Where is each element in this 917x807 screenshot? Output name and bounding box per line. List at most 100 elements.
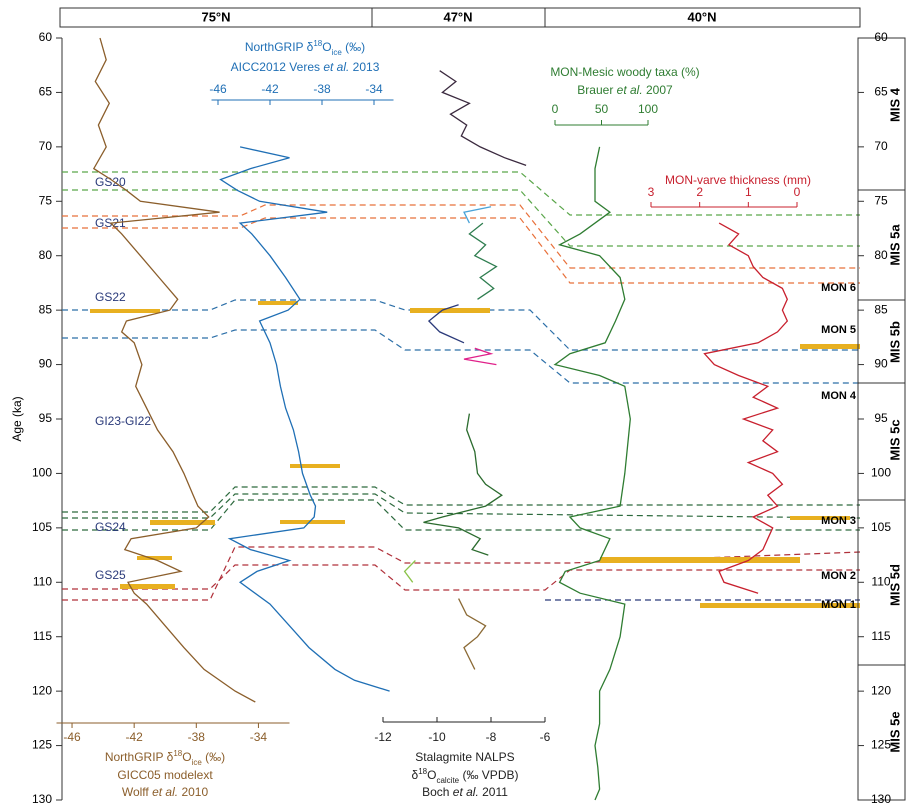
x-tick-label: 130 (871, 792, 891, 806)
header-box (59, 7, 861, 28)
stage-label: MIS 4 (887, 87, 902, 122)
event-label: GS25 (95, 568, 126, 582)
tie-bar (600, 557, 800, 563)
y-tick-label: -38 (188, 730, 206, 744)
y-tick-label: -12 (374, 730, 392, 744)
y-tick-label: -38 (313, 82, 331, 96)
title-part: (‰) (342, 40, 365, 54)
data-line (463, 347, 497, 366)
y-tick-label: 100 (638, 102, 658, 116)
x-tick-label: 130 (32, 792, 52, 806)
event-label: GS20 (95, 175, 126, 189)
data-line (468, 222, 498, 300)
title-part: O (322, 40, 331, 54)
x-tick-label: 110 (871, 574, 890, 588)
data-line (427, 304, 465, 344)
tie-line (62, 486, 860, 513)
y-tick-label: -6 (540, 730, 551, 744)
title-part: calcite (436, 776, 459, 785)
title-part: MON-varve thickness (mm) (665, 173, 811, 187)
tie-lines (62, 171, 861, 601)
tie-bar (90, 309, 160, 313)
y-tick-label: -8 (486, 730, 497, 744)
tie-line (62, 204, 860, 269)
x-tick-label: 100 (871, 466, 891, 480)
tie-line (62, 189, 860, 247)
title-part: Brauer (577, 83, 616, 97)
y-tick-label: -46 (63, 730, 81, 744)
y-tick-label: 0 (794, 185, 801, 199)
stage-label: MIS 5c (887, 419, 902, 460)
x-tick-label: 75 (874, 193, 888, 207)
y-tick-label: -42 (125, 730, 143, 744)
y-tick-label: 3 (648, 185, 655, 199)
x-tick-label: 80 (874, 248, 888, 262)
stage-label: MIS 5b (887, 321, 902, 363)
stage-label: MIS 5a (887, 224, 902, 266)
tie-line (62, 171, 860, 216)
tie-bar (410, 308, 490, 313)
title-part: et al. (453, 785, 479, 799)
axis-title: AICC2012 Veres et al. 2013 (231, 60, 380, 74)
x-tick-label: 90 (874, 357, 888, 371)
mon-label: MON 4 (821, 390, 857, 402)
y-tick-label: 0 (552, 102, 559, 116)
title-part: 18 (173, 749, 182, 758)
tie-line (62, 564, 860, 591)
title-part: Boch (422, 785, 453, 799)
axis-title: δ18Ocalcite (‰ VPDB) (412, 767, 519, 785)
x-tick-label: 115 (871, 629, 890, 643)
data-line (463, 206, 492, 224)
mon-label: MON 5 (821, 324, 856, 336)
data-line (219, 146, 390, 692)
x-tick-label: 70 (39, 139, 53, 153)
x-tick-label: 125 (871, 738, 891, 752)
tie-line (62, 217, 860, 284)
axis-title: NorthGRIP δ18Oice (‰) (105, 749, 225, 767)
x-tick-label: 120 (871, 683, 891, 697)
tephra-bars (90, 301, 860, 608)
x-tick-label: 60 (39, 30, 53, 44)
title-part: AICC2012 Veres (231, 60, 324, 74)
data-line (439, 70, 527, 167)
x-tick-label: 95 (39, 411, 53, 425)
data-line (423, 413, 503, 556)
axis-title: Boch et al. 2011 (422, 785, 508, 799)
x-tick-label: 105 (32, 520, 52, 534)
data-line (458, 598, 487, 670)
x-tick-label: 105 (871, 520, 891, 534)
x-tick-label: 120 (32, 683, 52, 697)
title-part: (‰) (202, 750, 225, 764)
title-part: 18 (418, 767, 427, 776)
x-tick-label: 85 (39, 302, 53, 316)
x-tick-label: 100 (32, 466, 52, 480)
title-part: 2010 (178, 785, 208, 799)
title-part: O (427, 768, 436, 782)
title-part: Wolff (122, 785, 152, 799)
axis-title: MON-varve thickness (mm) (665, 173, 811, 187)
x-tick-label: 70 (874, 139, 888, 153)
axis-title: NorthGRIP δ18Oice (‰) (245, 39, 365, 57)
region-label: 40°N (687, 9, 716, 24)
event-label: GS24 (95, 520, 126, 534)
tie-line (62, 546, 861, 601)
axis-title: Wolff et al. 2010 (122, 785, 209, 799)
title-part: Stalagmite NALPS (415, 750, 514, 764)
stage-label: MIS 5e (887, 711, 902, 752)
title-part: 2013 (349, 60, 379, 74)
title-part: et al. (152, 785, 178, 799)
axis-title: Stalagmite NALPS (415, 750, 514, 764)
title-part: δ (412, 768, 419, 782)
title-part: ice (192, 758, 203, 767)
y-axis-label: Age (ka) (10, 396, 24, 441)
y-tick-label: -34 (250, 730, 268, 744)
axis-title: Brauer et al. 2007 (577, 83, 673, 97)
region-label: 47°N (443, 9, 472, 24)
title-part: (‰ VPDB) (459, 768, 518, 782)
title-part: 2007 (643, 83, 673, 97)
x-tick-label: 125 (32, 738, 52, 752)
tie-bar (120, 584, 175, 589)
x-tick-label: 65 (39, 85, 53, 99)
title-part: et al. (323, 60, 349, 74)
